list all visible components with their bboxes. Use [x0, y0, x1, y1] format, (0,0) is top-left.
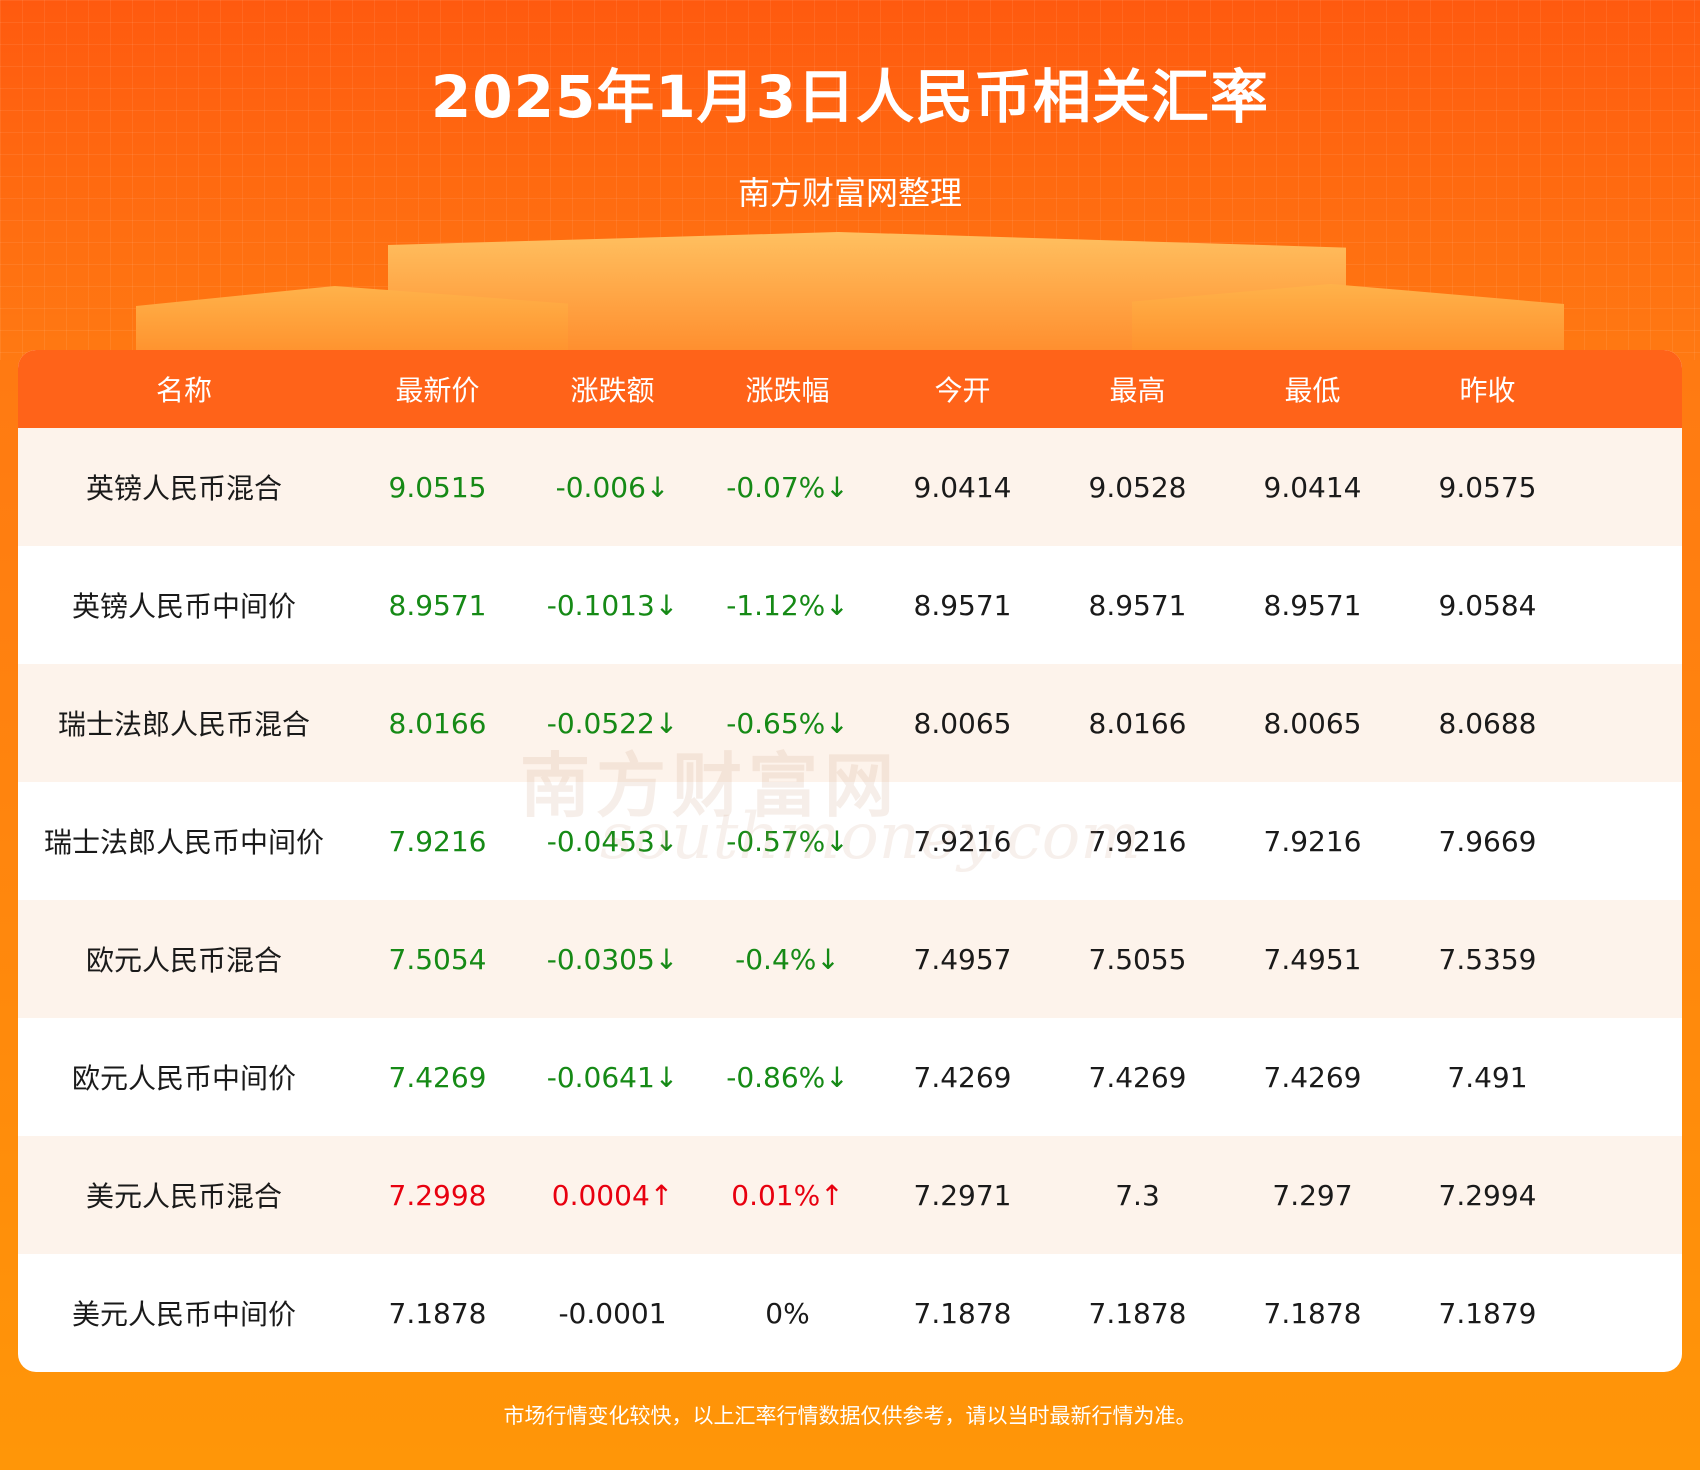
table-row: 欧元人民币中间价 7.4269 -0.0641↓ -0.86%↓ 7.4269 7.426…: [18, 1018, 1682, 1136]
table-header: 名称 最新价 涨跌额 涨跌幅 今开 最高 最低 昨收: [18, 350, 1682, 428]
name-cell: 瑞士法郎人民币中间价: [43, 826, 324, 859]
open-cell: 7.9216: [913, 824, 1012, 858]
name-cell: 瑞士法郎人民币混合: [57, 708, 310, 741]
latest-price-cell: 8.9571: [388, 588, 487, 622]
change-pct-cell: -0.86%↓: [726, 1060, 849, 1094]
change-pct-cell: -0.57%↓: [726, 824, 849, 858]
name-cell: 欧元人民币混合: [85, 944, 282, 977]
column-header: 今开: [934, 374, 991, 407]
name-cell: 英镑人民币混合: [85, 472, 282, 505]
low-cell: 7.4951: [1263, 942, 1362, 976]
open-cell: 7.4269: [913, 1060, 1012, 1094]
open-cell: 8.0065: [913, 706, 1012, 740]
latest-price-cell: 7.1878: [388, 1296, 487, 1330]
open-cell: 7.1878: [913, 1296, 1012, 1330]
open-cell: 7.2971: [913, 1178, 1012, 1212]
low-cell: 8.9571: [1263, 588, 1362, 622]
column-header: 最新价: [395, 374, 480, 407]
page-subtitle: 南方财富网整理: [737, 174, 962, 212]
column-header: 名称: [155, 374, 212, 407]
change-pct-cell: -0.65%↓: [726, 706, 849, 740]
table-body: 英镑人民币混合 9.0515 -0.006↓ -0.07%↓ 9.0414 9.0528 9…: [18, 428, 1682, 1372]
name-cell: 英镑人民币中间价: [71, 590, 296, 623]
change-pct-cell: -0.07%↓: [726, 470, 849, 504]
latest-price-cell: 8.0166: [388, 706, 487, 740]
watermark-logo: 南方财富网: [520, 745, 900, 827]
column-header: 最低: [1284, 374, 1341, 407]
prev-close-cell: 7.1879: [1438, 1296, 1537, 1330]
name-cell: 美元人民币中间价: [71, 1298, 296, 1331]
high-cell: 8.0166: [1088, 706, 1187, 740]
change-cell: -0.0641↓: [546, 1060, 679, 1094]
prev-close-cell: 7.5359: [1438, 942, 1537, 976]
high-cell: 9.0528: [1088, 470, 1187, 504]
change-cell: -0.0453↓: [546, 824, 679, 858]
rate-table: 名称 最新价 涨跌额 涨跌幅 今开 最高 最低 昨收 英镑人民币混合 9.0515 -0.006↓…: [18, 350, 1682, 1372]
table-row: 英镑人民币混合 9.0515 -0.006↓ -0.07%↓ 9.0414 9.0528 9…: [18, 428, 1682, 546]
high-cell: 7.5055: [1088, 942, 1187, 976]
page-title: 2025年1月3日人民币相关汇率: [430, 63, 1270, 131]
low-cell: 7.4269: [1263, 1060, 1362, 1094]
high-cell: 7.3: [1115, 1178, 1160, 1212]
change-pct-cell: -1.12%↓: [726, 588, 849, 622]
change-cell: -0.006↓: [555, 470, 670, 504]
open-cell: 8.9571: [913, 588, 1012, 622]
high-cell: 7.4269: [1088, 1060, 1187, 1094]
low-cell: 9.0414: [1263, 470, 1362, 504]
table-row: 欧元人民币混合 7.5054 -0.0305↓ -0.4%↓ 7.4957 7.5055 7…: [18, 900, 1682, 1018]
low-cell: 7.297: [1272, 1178, 1353, 1212]
prev-close-cell: 7.9669: [1438, 824, 1537, 858]
low-cell: 7.9216: [1263, 824, 1362, 858]
change-cell: 0.0004↑: [551, 1178, 674, 1212]
column-header: 涨跌额: [570, 374, 655, 407]
latest-price-cell: 7.5054: [388, 942, 487, 976]
table-row: 美元人民币混合 7.2998 0.0004↑ 0.01%↑ 7.2971 7.3 7.297…: [18, 1136, 1682, 1254]
prev-close-cell: 7.2994: [1438, 1178, 1537, 1212]
change-cell: -0.0001: [558, 1296, 667, 1330]
latest-price-cell: 9.0515: [388, 470, 487, 504]
column-header: 最高: [1109, 374, 1166, 407]
change-cell: -0.1013↓: [546, 588, 679, 622]
low-cell: 7.1878: [1263, 1296, 1362, 1330]
table-row: 美元人民币中间价 7.1878 -0.0001 0% 7.1878 7.1878 7.187…: [18, 1254, 1682, 1372]
watermark-logo: southmoney.com: [600, 800, 1141, 874]
change-cell: -0.0305↓: [546, 942, 679, 976]
open-cell: 7.4957: [913, 942, 1012, 976]
prev-close-cell: 9.0584: [1438, 588, 1537, 622]
prev-close-cell: 8.0688: [1438, 706, 1537, 740]
high-cell: 7.1878: [1088, 1296, 1187, 1330]
open-cell: 9.0414: [913, 470, 1012, 504]
change-pct-cell: 0.01%↑: [731, 1178, 844, 1212]
name-cell: 美元人民币混合: [85, 1180, 282, 1213]
change-cell: -0.0522↓: [546, 706, 679, 740]
latest-price-cell: 7.2998: [388, 1178, 487, 1212]
low-cell: 8.0065: [1263, 706, 1362, 740]
high-cell: 8.9571: [1088, 588, 1187, 622]
table-row: 瑞士法郎人民币混合 8.0166 -0.0522↓ -0.65%↓ 8.0065 8.01…: [18, 664, 1682, 782]
name-cell: 欧元人民币中间价: [71, 1062, 296, 1095]
latest-price-cell: 7.9216: [388, 824, 487, 858]
change-pct-cell: -0.4%↓: [735, 942, 840, 976]
change-pct-cell: 0%: [765, 1296, 810, 1330]
high-cell: 7.9216: [1088, 824, 1187, 858]
column-header: 涨跌幅: [745, 374, 830, 407]
column-header: 昨收: [1459, 374, 1516, 407]
disclaimer: 市场行情变化较快，以上汇率行情数据仅供参考，请以当时最新行情为准。: [503, 1404, 1197, 1428]
prev-close-cell: 9.0575: [1438, 470, 1537, 504]
prev-close-cell: 7.491: [1447, 1060, 1528, 1094]
table-row: 英镑人民币中间价 8.9571 -0.1013↓ -1.12%↓ 8.9571 8.957…: [18, 546, 1682, 664]
table-row: 瑞士法郎人民币中间价 7.9216 -0.0453↓ -0.57%↓ 7.9216 7.9…: [18, 782, 1682, 900]
latest-price-cell: 7.4269: [388, 1060, 487, 1094]
